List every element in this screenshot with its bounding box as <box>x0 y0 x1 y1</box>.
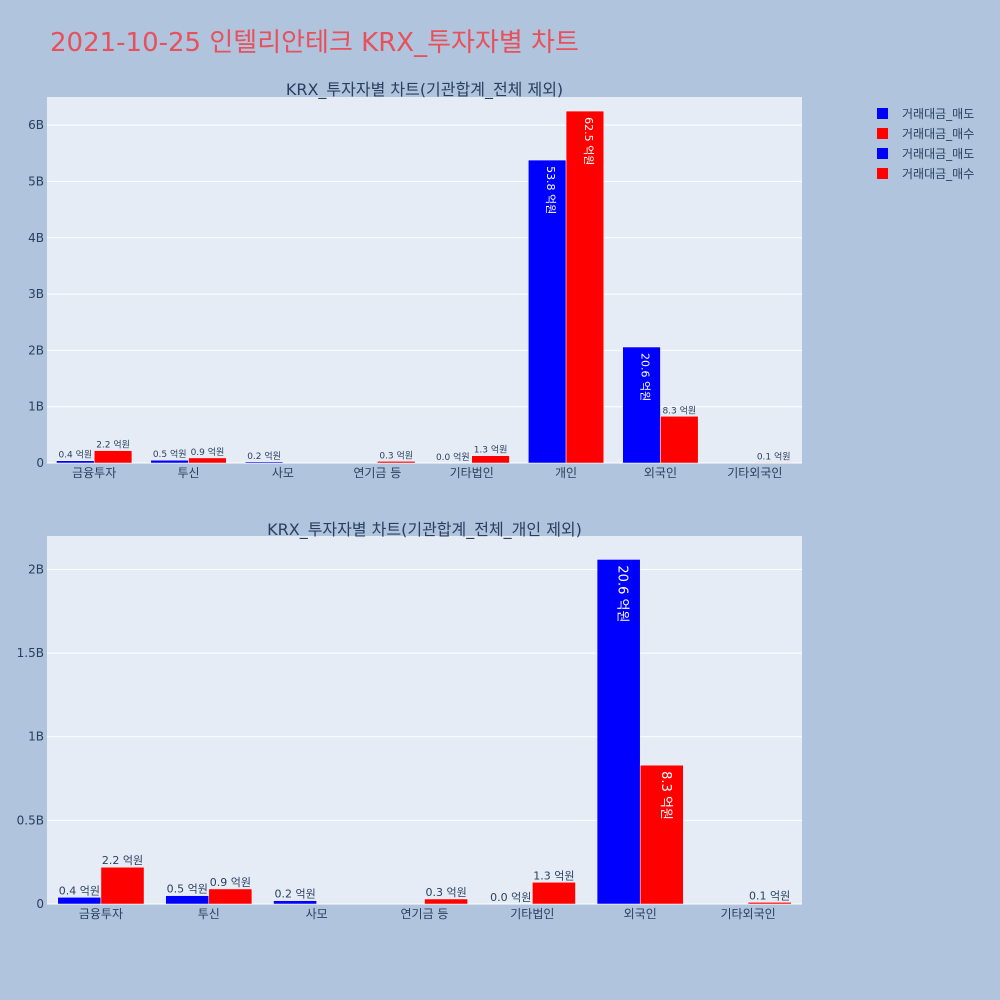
legend-swatch <box>877 148 888 159</box>
y-tick-label: 4B <box>28 231 44 245</box>
data-label: 0.9 억원 <box>191 446 225 458</box>
bar <box>244 461 284 464</box>
bar <box>596 559 641 905</box>
data-label: 2.2 억원 <box>96 439 130 451</box>
data-label: 0.0 억원 <box>436 451 470 463</box>
legend-label: 거래대금_매수 <box>902 167 974 181</box>
y-tick-label: 3B <box>28 287 44 301</box>
bar <box>57 897 102 905</box>
y-tick-label: 2B <box>28 562 44 576</box>
data-label: 62.5 억원 <box>582 117 595 165</box>
subplot-title: KRX_투자자별 차트(기관합계_전체 제외) <box>286 80 563 100</box>
y-tick-label: 0.5B <box>17 813 44 827</box>
data-label: 20.6 억원 <box>615 565 630 622</box>
x-tick-label: 금융투자 <box>72 466 116 480</box>
subplot-institution-excluded: 0 1B 2B 3B 4B 5B 6B KRX_투자자별 차트(기관합계_전체 제외) 금융투자… <box>28 80 802 480</box>
legend-label: 거래대금_매도 <box>902 147 974 161</box>
page-title: 2021-10-25 인텔리안테크 KRX_투자자별 차트 <box>50 28 579 58</box>
data-label: 0.4 억원 <box>58 449 92 461</box>
data-label: 0.5 억원 <box>153 448 187 460</box>
x-tick-label: 투신 <box>178 466 200 480</box>
data-label: 0.2 억원 <box>247 450 281 462</box>
x-tick-label: 기타외국인 <box>727 466 782 480</box>
bar <box>165 895 210 905</box>
y-tick-label: 1B <box>28 730 44 744</box>
data-label: 20.6 억원 <box>639 353 652 401</box>
subplot-title: KRX_투자자별 차트(기관합계_전체_개인 제외) <box>267 520 582 540</box>
data-label: 0.5 억원 <box>167 883 208 896</box>
x-tick-label: 외국인 <box>644 466 677 480</box>
bar <box>188 457 227 464</box>
bar <box>150 459 189 464</box>
data-label: 0.4 억원 <box>59 884 100 897</box>
data-label: 1.3 억원 <box>533 869 574 882</box>
bar <box>660 416 699 464</box>
bar <box>754 462 793 464</box>
bar <box>528 159 567 464</box>
bar <box>622 346 661 464</box>
x-tick-label: 연기금 등 <box>353 466 401 480</box>
data-label: 0.3 억원 <box>379 449 413 461</box>
y-tick-label: 1.5B <box>17 646 44 660</box>
x-tick-label: 투신 <box>198 907 220 921</box>
bar <box>565 110 605 464</box>
data-label: 0.3 억원 <box>425 886 466 899</box>
legend-label: 거래대금_매수 <box>902 127 974 141</box>
data-label: 8.3 억원 <box>662 404 696 416</box>
x-tick-label: 사모 <box>306 907 328 921</box>
bar <box>100 866 145 905</box>
bar <box>639 764 684 905</box>
x-tick-label: 금융투자 <box>79 907 123 921</box>
bar <box>93 450 133 464</box>
plot-background <box>47 536 802 904</box>
data-label: 53.8 억원 <box>544 166 557 214</box>
subplot-individual-excluded: 0 0.5B 1B 1.5B 2B KRX_투자자별 차트(기관합계_전체_개인 제외) 금… <box>17 520 802 921</box>
data-label: 0.1 억원 <box>749 889 790 902</box>
y-tick-label: 0 <box>36 897 44 911</box>
x-tick-label: 개인 <box>555 466 577 480</box>
legend-swatch <box>877 108 888 119</box>
y-tick-label: 5B <box>28 174 44 188</box>
y-tick-label: 2B <box>28 343 44 357</box>
bar <box>747 902 792 905</box>
bar <box>532 882 576 905</box>
data-label: 0.0 억원 <box>490 891 531 904</box>
plot-background <box>47 97 802 463</box>
x-tick-label: 기타외국인 <box>720 907 775 921</box>
bar <box>273 900 317 905</box>
bar <box>424 898 468 905</box>
data-label: 2.2 억원 <box>102 854 143 867</box>
y-tick-label: 0 <box>36 456 44 470</box>
data-label: 8.3 억원 <box>658 771 673 820</box>
bar <box>56 460 95 464</box>
bar <box>377 461 416 464</box>
data-label: 0.9 억원 <box>210 876 251 889</box>
x-tick-label: 기타법인 <box>510 907 554 921</box>
legend-label: 거래대금_매도 <box>902 107 974 121</box>
y-tick-label: 1B <box>28 400 44 414</box>
bar <box>208 888 253 905</box>
legend-swatch <box>877 128 888 139</box>
bar <box>471 455 510 464</box>
data-label: 0.1 억원 <box>757 450 791 462</box>
x-tick-label: 연기금 등 <box>401 907 449 921</box>
data-label: 0.2 억원 <box>274 888 315 901</box>
data-label: 1.3 억원 <box>474 444 508 456</box>
x-tick-label: 기타법인 <box>450 466 494 480</box>
x-tick-label: 사모 <box>272 466 294 480</box>
legend-swatch <box>877 168 888 179</box>
x-tick-label: 외국인 <box>624 907 657 921</box>
y-tick-label: 6B <box>28 118 44 132</box>
